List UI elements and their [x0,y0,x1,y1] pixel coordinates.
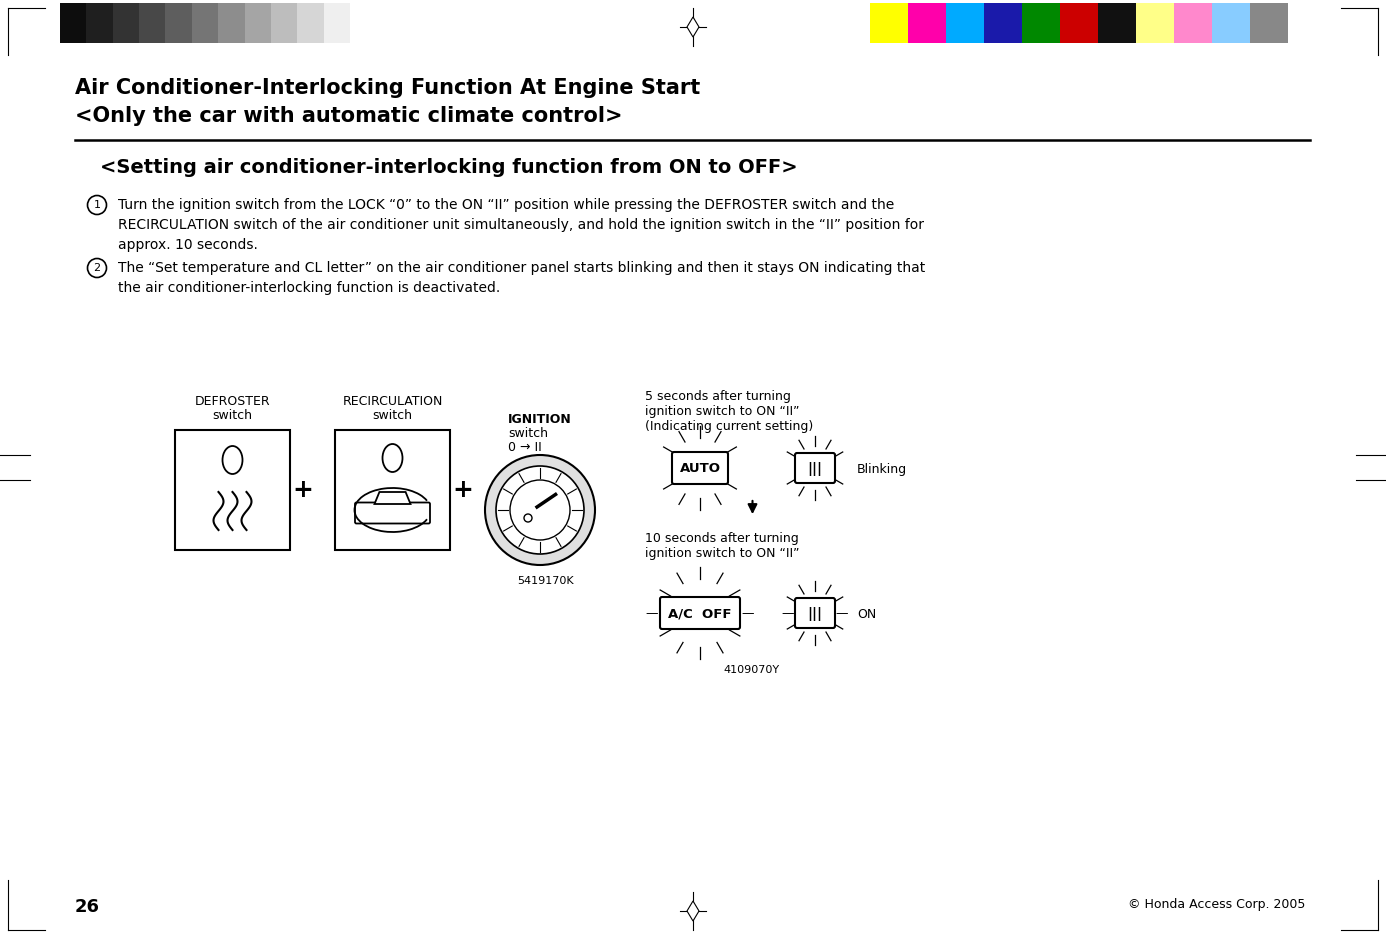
Bar [908,3,947,43]
Text: IGNITION: IGNITION [509,413,572,426]
Circle shape [496,466,584,554]
Text: —: — [742,608,754,621]
Bar [947,3,984,43]
Bar [297,3,324,43]
Text: 0 → II: 0 → II [509,441,542,454]
Bar [1021,3,1060,43]
Bar [335,430,450,550]
Text: 5 seconds after turning: 5 seconds after turning [644,390,791,403]
Text: 4109070Y: 4109070Y [723,665,780,675]
FancyBboxPatch shape [796,598,834,628]
Text: ON: ON [857,608,876,621]
Text: 5419170K: 5419170K [517,576,574,586]
Text: +: + [292,478,313,502]
Bar [191,3,218,43]
Bar [1250,3,1288,43]
Polygon shape [374,492,410,504]
FancyBboxPatch shape [796,453,834,483]
Text: Blinking: Blinking [857,462,906,476]
Text: RECIRCULATION: RECIRCULATION [342,395,442,408]
Text: switch: switch [509,427,547,440]
Ellipse shape [383,444,402,472]
Text: RECIRCULATION switch of the air conditioner unit simultaneously, and hold the ig: RECIRCULATION switch of the air conditio… [118,218,924,232]
Text: DEFROSTER: DEFROSTER [194,395,270,408]
Text: 1: 1 [93,200,101,210]
Bar [86,3,112,43]
Bar [1098,3,1137,43]
Text: AUTO: AUTO [679,462,721,476]
Bar [1137,3,1174,43]
Text: (Indicating current setting): (Indicating current setting) [644,420,814,433]
Bar [139,3,165,43]
Text: —: — [836,608,848,621]
Text: ignition switch to ON “II”: ignition switch to ON “II” [644,547,800,560]
FancyBboxPatch shape [355,503,430,523]
Text: A/C  OFF: A/C OFF [668,608,732,621]
Bar [984,3,1021,43]
Bar [1060,3,1098,43]
Text: 26: 26 [75,898,100,916]
Polygon shape [687,17,699,37]
FancyBboxPatch shape [672,452,728,484]
Bar [60,3,86,43]
Bar [324,3,351,43]
Bar [165,3,191,43]
Bar [175,430,290,550]
Bar [1211,3,1250,43]
Bar [112,3,139,43]
Text: The “Set temperature and CL letter” on the air conditioner panel starts blinking: The “Set temperature and CL letter” on t… [118,261,926,275]
Text: © Honda Access Corp. 2005: © Honda Access Corp. 2005 [1128,898,1306,911]
Text: switch: switch [373,409,413,422]
Circle shape [485,455,595,565]
Bar [1174,3,1211,43]
FancyBboxPatch shape [660,597,740,629]
Text: approx. 10 seconds.: approx. 10 seconds. [118,238,258,252]
Bar [270,3,297,43]
Text: |||: ||| [808,607,822,621]
Circle shape [87,195,107,215]
Text: the air conditioner-interlocking function is deactivated.: the air conditioner-interlocking functio… [118,281,500,295]
Text: <Only the car with automatic climate control>: <Only the car with automatic climate con… [75,106,622,126]
Circle shape [510,480,570,540]
Ellipse shape [223,446,243,474]
Text: +: + [453,478,474,502]
Bar [870,3,908,43]
Polygon shape [687,901,699,921]
Circle shape [524,514,532,522]
Text: Air Conditioner-Interlocking Function At Engine Start: Air Conditioner-Interlocking Function At… [75,78,700,98]
Text: Turn the ignition switch from the LOCK “0” to the ON “II” position while pressin: Turn the ignition switch from the LOCK “… [118,198,894,212]
Text: 10 seconds after turning: 10 seconds after turning [644,532,798,545]
Text: —: — [782,608,794,621]
Text: switch: switch [212,409,252,422]
Text: ignition switch to ON “II”: ignition switch to ON “II” [644,405,800,418]
Bar [244,3,270,43]
Bar [218,3,244,43]
Circle shape [87,259,107,278]
Text: 2: 2 [93,263,101,273]
Text: —: — [646,608,658,621]
Text: <Setting air conditioner-interlocking function from ON to OFF>: <Setting air conditioner-interlocking fu… [100,158,797,177]
Text: |||: ||| [808,462,822,476]
